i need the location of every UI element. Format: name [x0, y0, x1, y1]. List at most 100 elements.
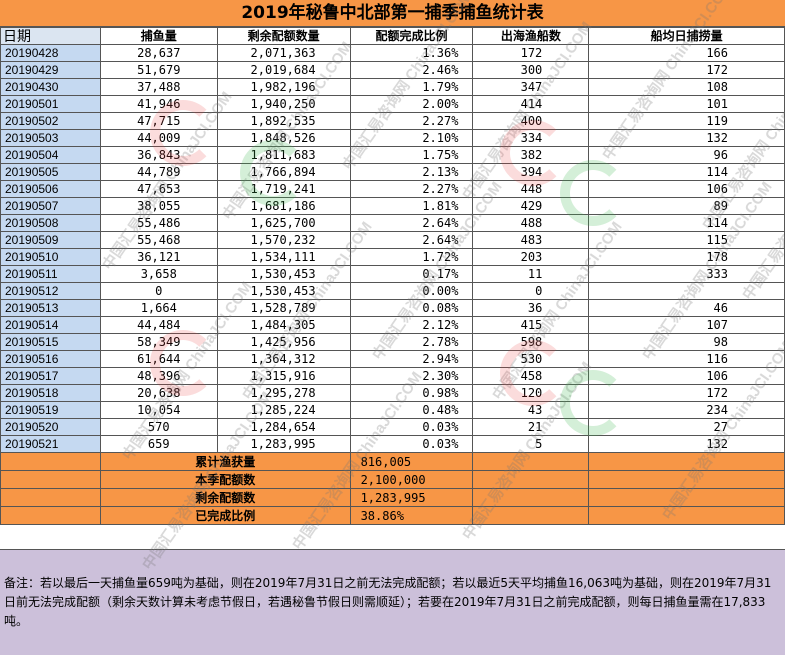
- cell-remaining-quota: 1,530,453: [216, 265, 351, 283]
- table-row: 20190508 55,486 1,625,700 2.64% 488 114: [0, 214, 785, 232]
- summary-label: 剩余配额数: [99, 488, 351, 507]
- cell-catch: 61,644: [99, 350, 218, 368]
- header-catch: 捕鱼量: [99, 27, 218, 45]
- table-row: 20190517 48,396 1,315,916 2.30% 458 106: [0, 367, 785, 385]
- table-row: 20190504 36,843 1,811,683 1.75% 382 96: [0, 146, 785, 164]
- cell-date: 20190509: [0, 231, 101, 249]
- cell-avg-catch: 106: [588, 180, 785, 198]
- cell-catch: 55,486: [99, 214, 218, 232]
- cell-date: 20190505: [0, 163, 101, 181]
- cell-date: 20190507: [0, 197, 101, 215]
- cell-completion-ratio: 0.03%: [349, 418, 474, 436]
- cell-avg-catch: 108: [588, 78, 785, 96]
- cell-remaining-quota: 1,315,916: [216, 367, 351, 385]
- cell-remaining-quota: 1,625,700: [216, 214, 351, 232]
- cell-vessels: 334: [472, 129, 590, 147]
- cell-vessels: 483: [472, 231, 590, 249]
- cell-avg-catch: 333: [588, 265, 785, 283]
- cell-avg-catch: 107: [588, 316, 785, 334]
- cell-completion-ratio: 2.64%: [349, 231, 474, 249]
- table-row: 20190502 47,715 1,892,535 2.27% 400 119: [0, 112, 785, 130]
- cell-completion-ratio: 1.75%: [349, 146, 474, 164]
- table-row: 20190430 37,488 1,982,196 1.79% 347 108: [0, 78, 785, 96]
- cell-catch: 48,396: [99, 367, 218, 385]
- cell-completion-ratio: 2.78%: [349, 333, 474, 351]
- summary-value: 38.86%: [349, 506, 474, 525]
- cell-remaining-quota: 1,364,312: [216, 350, 351, 368]
- cell-remaining-quota: 1,848,526: [216, 129, 351, 147]
- cell-avg-catch: 89: [588, 197, 785, 215]
- cell-remaining-quota: 1,295,278: [216, 384, 351, 402]
- cell-remaining-quota: 1,811,683: [216, 146, 351, 164]
- cell-catch: 36,121: [99, 248, 218, 266]
- cell-avg-catch: 172: [588, 61, 785, 79]
- cell-date: 20190513: [0, 299, 101, 317]
- cell-avg-catch: 114: [588, 163, 785, 181]
- table-row: 20190521 659 1,283,995 0.03% 5 132: [0, 435, 785, 453]
- cell-completion-ratio: 0.08%: [349, 299, 474, 317]
- table-row: 20190505 44,789 1,766,894 2.13% 394 114: [0, 163, 785, 181]
- cell-completion-ratio: 0.98%: [349, 384, 474, 402]
- header-avg-catch: 船均日捕捞量: [588, 27, 785, 45]
- cell-avg-catch: 106: [588, 367, 785, 385]
- cell-remaining-quota: 1,528,789: [216, 299, 351, 317]
- cell-vessels: 300: [472, 61, 590, 79]
- cell-avg-catch: 115: [588, 231, 785, 249]
- cell-avg-catch: 27: [588, 418, 785, 436]
- cell-completion-ratio: 1.79%: [349, 78, 474, 96]
- summary-value: 1,283,995: [349, 488, 474, 507]
- cell-remaining-quota: 1,484,305: [216, 316, 351, 334]
- header-completion-ratio: 配额完成比例: [349, 27, 474, 45]
- cell-remaining-quota: 1,892,535: [216, 112, 351, 130]
- footnote: 备注：若以最后一天捕鱼量659吨为基础，则在2019年7月31日之前无法完成配额…: [0, 549, 785, 655]
- summary-blank: [0, 506, 101, 525]
- cell-avg-catch: 116: [588, 350, 785, 368]
- table-row: 20190428 28,637 2,071,363 1.36% 172 166: [0, 44, 785, 62]
- cell-avg-catch: 132: [588, 129, 785, 147]
- cell-vessels: 5: [472, 435, 590, 453]
- summary-blank: [0, 470, 101, 489]
- cell-catch: 36,843: [99, 146, 218, 164]
- summary-blank: [588, 452, 785, 471]
- cell-remaining-quota: 1,940,250: [216, 95, 351, 113]
- cell-completion-ratio: 0.03%: [349, 435, 474, 453]
- table-row: 20190511 3,658 1,530,453 0.17% 11 333: [0, 265, 785, 283]
- cell-avg-catch: 96: [588, 146, 785, 164]
- cell-vessels: 394: [472, 163, 590, 181]
- cell-completion-ratio: 2.13%: [349, 163, 474, 181]
- table-row: 20190510 36,121 1,534,111 1.72% 203 178: [0, 248, 785, 266]
- cell-date: 20190430: [0, 78, 101, 96]
- cell-catch: 1,664: [99, 299, 218, 317]
- summary-blank: [0, 452, 101, 471]
- summary-blank: [588, 470, 785, 489]
- table-row: 20190513 1,664 1,528,789 0.08% 36 46: [0, 299, 785, 317]
- cell-completion-ratio: 1.72%: [349, 248, 474, 266]
- cell-date: 20190506: [0, 180, 101, 198]
- cell-avg-catch: 46: [588, 299, 785, 317]
- cell-catch: 10,054: [99, 401, 218, 419]
- cell-catch: 47,653: [99, 180, 218, 198]
- cell-vessels: 400: [472, 112, 590, 130]
- cell-catch: 37,488: [99, 78, 218, 96]
- cell-completion-ratio: 2.10%: [349, 129, 474, 147]
- cell-remaining-quota: 1,766,894: [216, 163, 351, 181]
- cell-vessels: 382: [472, 146, 590, 164]
- cell-catch: 55,468: [99, 231, 218, 249]
- cell-completion-ratio: 2.30%: [349, 367, 474, 385]
- cell-catch: 570: [99, 418, 218, 436]
- cell-catch: 44,484: [99, 316, 218, 334]
- summary-blank: [588, 488, 785, 507]
- cell-completion-ratio: 2.12%: [349, 316, 474, 334]
- cell-date: 20190520: [0, 418, 101, 436]
- catch-table: 日期 捕鱼量 剩余配额数量 配额完成比例 出海渔船数 船均日捕捞量 201904…: [0, 27, 785, 525]
- cell-vessels: 120: [472, 384, 590, 402]
- cell-remaining-quota: 1,719,241: [216, 180, 351, 198]
- cell-remaining-quota: 1,530,453: [216, 282, 351, 300]
- cell-completion-ratio: 2.64%: [349, 214, 474, 232]
- cell-vessels: 203: [472, 248, 590, 266]
- cell-catch: 20,638: [99, 384, 218, 402]
- summary-blank: [472, 452, 590, 471]
- cell-remaining-quota: 1,285,224: [216, 401, 351, 419]
- table-row: 20190501 41,946 1,940,250 2.00% 414 101: [0, 95, 785, 113]
